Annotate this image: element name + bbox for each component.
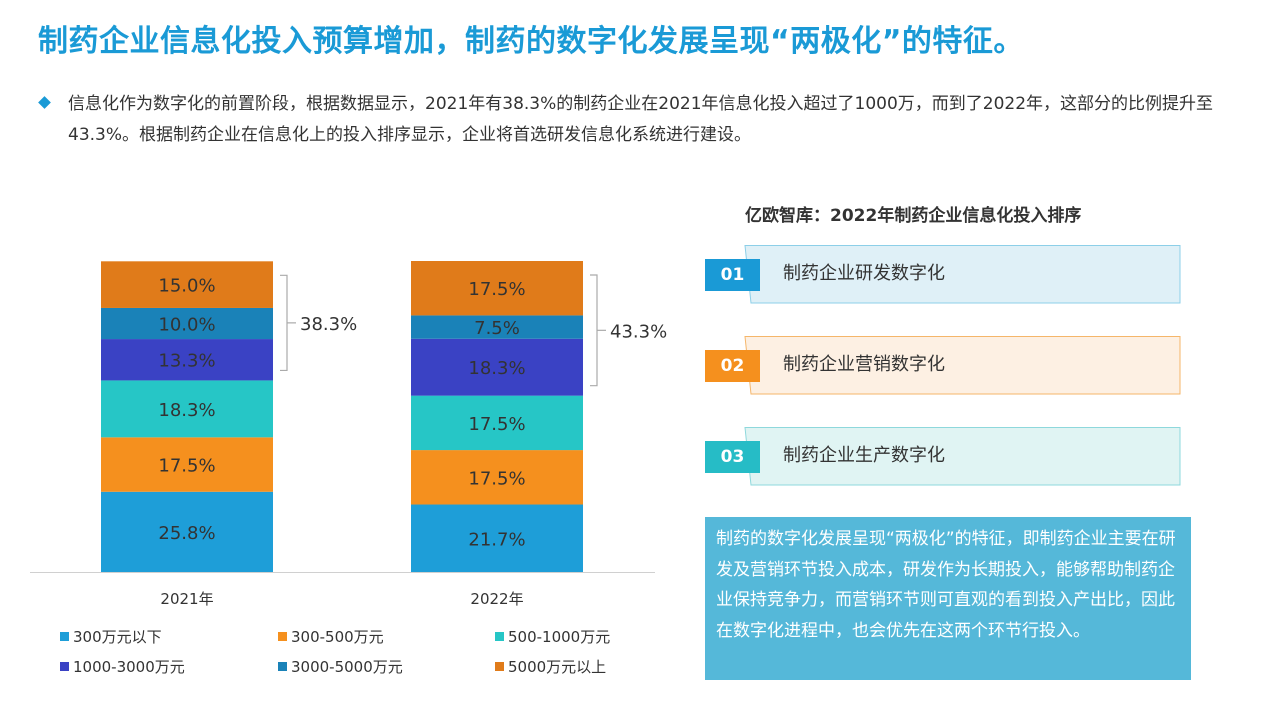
- x-tick-label: 2021年: [160, 590, 213, 608]
- bar-segment: [101, 261, 273, 308]
- legend-swatch-5: [278, 662, 287, 671]
- legend-label-2: 300-500万元: [291, 628, 384, 646]
- ranking-num-1: 01: [705, 259, 760, 291]
- intro-paragraph: 信息化作为数字化的前置阶段，根据数据显示，2021年有38.3%的制药企业在20…: [68, 94, 1214, 145]
- stacked-bar-chart: 25.8% 17.5% 18.3% 13.3% 10.0% 15.0% 38.3% 2021年…: [30, 261, 667, 608]
- ranking-label-3: 制药企业生产数字化: [783, 445, 945, 466]
- bracket: [590, 274, 598, 387]
- legend-label-6: 5000万元以上: [508, 658, 607, 676]
- data-label: 17.5%: [468, 414, 525, 435]
- bar-segment: [101, 437, 273, 492]
- legend-label-3: 500-1000万元: [508, 628, 611, 646]
- legend-label-1: 300万元以下: [73, 628, 162, 646]
- bracket-label: 38.3%: [300, 314, 357, 335]
- ranking-item-3: 03 制药企业生产数字化: [705, 427, 1181, 486]
- data-label: 17.5%: [158, 456, 215, 477]
- bar-segment: [101, 307, 273, 340]
- legend-swatch-1: [60, 632, 69, 641]
- legend-swatch-6: [495, 662, 504, 671]
- data-label: 18.3%: [468, 358, 525, 379]
- bracket: [280, 274, 288, 372]
- bar-segment: [101, 339, 273, 381]
- ranking-label-2: 制药企业营销数字化: [783, 354, 945, 375]
- data-label: 17.5%: [468, 468, 525, 489]
- ranking-item-1-bg: [744, 245, 1181, 304]
- data-label: 21.7%: [468, 529, 525, 550]
- ranking-item-2-bg: [744, 336, 1181, 395]
- bar-segment: [411, 315, 583, 339]
- bar-segment: [411, 338, 583, 396]
- page-title: 制药企业信息化投入预算增加，制药的数字化发展呈现“两极化”的特征。: [38, 24, 1024, 59]
- ranking-num-3: 03: [705, 441, 760, 473]
- data-label: 25.8%: [158, 523, 215, 544]
- bar-segment: [411, 450, 583, 505]
- data-label: 15.0%: [158, 276, 215, 297]
- bracket-label: 43.3%: [610, 321, 667, 342]
- data-label: 17.5%: [468, 279, 525, 300]
- bar-segment: [411, 504, 583, 572]
- diamond-bullet-icon: [38, 96, 51, 109]
- legend-label-4: 1000-3000万元: [73, 658, 185, 676]
- data-label: 18.3%: [158, 400, 215, 421]
- bar-segment: [101, 380, 273, 438]
- legend-item-5: 3000-5000万元: [278, 658, 403, 676]
- legend-item-4: 1000-3000万元: [60, 658, 185, 676]
- legend-label-5: 3000-5000万元: [291, 658, 403, 676]
- bar-segment: [411, 395, 583, 451]
- ranking-title: 亿欧智库：2022年制药企业信息化投入排序: [745, 206, 1082, 226]
- x-tick-label: 2022年: [470, 590, 523, 608]
- data-label: 7.5%: [474, 318, 520, 339]
- data-label: 13.3%: [158, 351, 215, 372]
- data-label: 10.0%: [158, 315, 215, 336]
- ranking-num-2: 02: [705, 350, 760, 382]
- ranking-item-3-bg: [744, 427, 1181, 486]
- bar-segment: [101, 491, 273, 572]
- ranking-item-1: 01 制药企业研发数字化: [705, 245, 1181, 304]
- legend-swatch-2: [278, 632, 287, 641]
- summary-box: 制药的数字化发展呈现“两极化”的特征，即制药企业主要在研发及营销环节投入成本，研…: [705, 517, 1191, 680]
- legend-swatch-3: [495, 632, 504, 641]
- legend-swatch-4: [60, 662, 69, 671]
- legend-item-1: 300万元以下: [60, 628, 162, 646]
- ranking-item-2: 02 制药企业营销数字化: [705, 336, 1181, 395]
- legend-item-2: 300-500万元: [278, 628, 384, 646]
- legend-item-3: 500-1000万元: [495, 628, 610, 646]
- legend-item-6: 5000万元以上: [495, 658, 606, 676]
- bar-segment: [411, 261, 583, 316]
- ranking-label-1: 制药企业研发数字化: [783, 263, 945, 284]
